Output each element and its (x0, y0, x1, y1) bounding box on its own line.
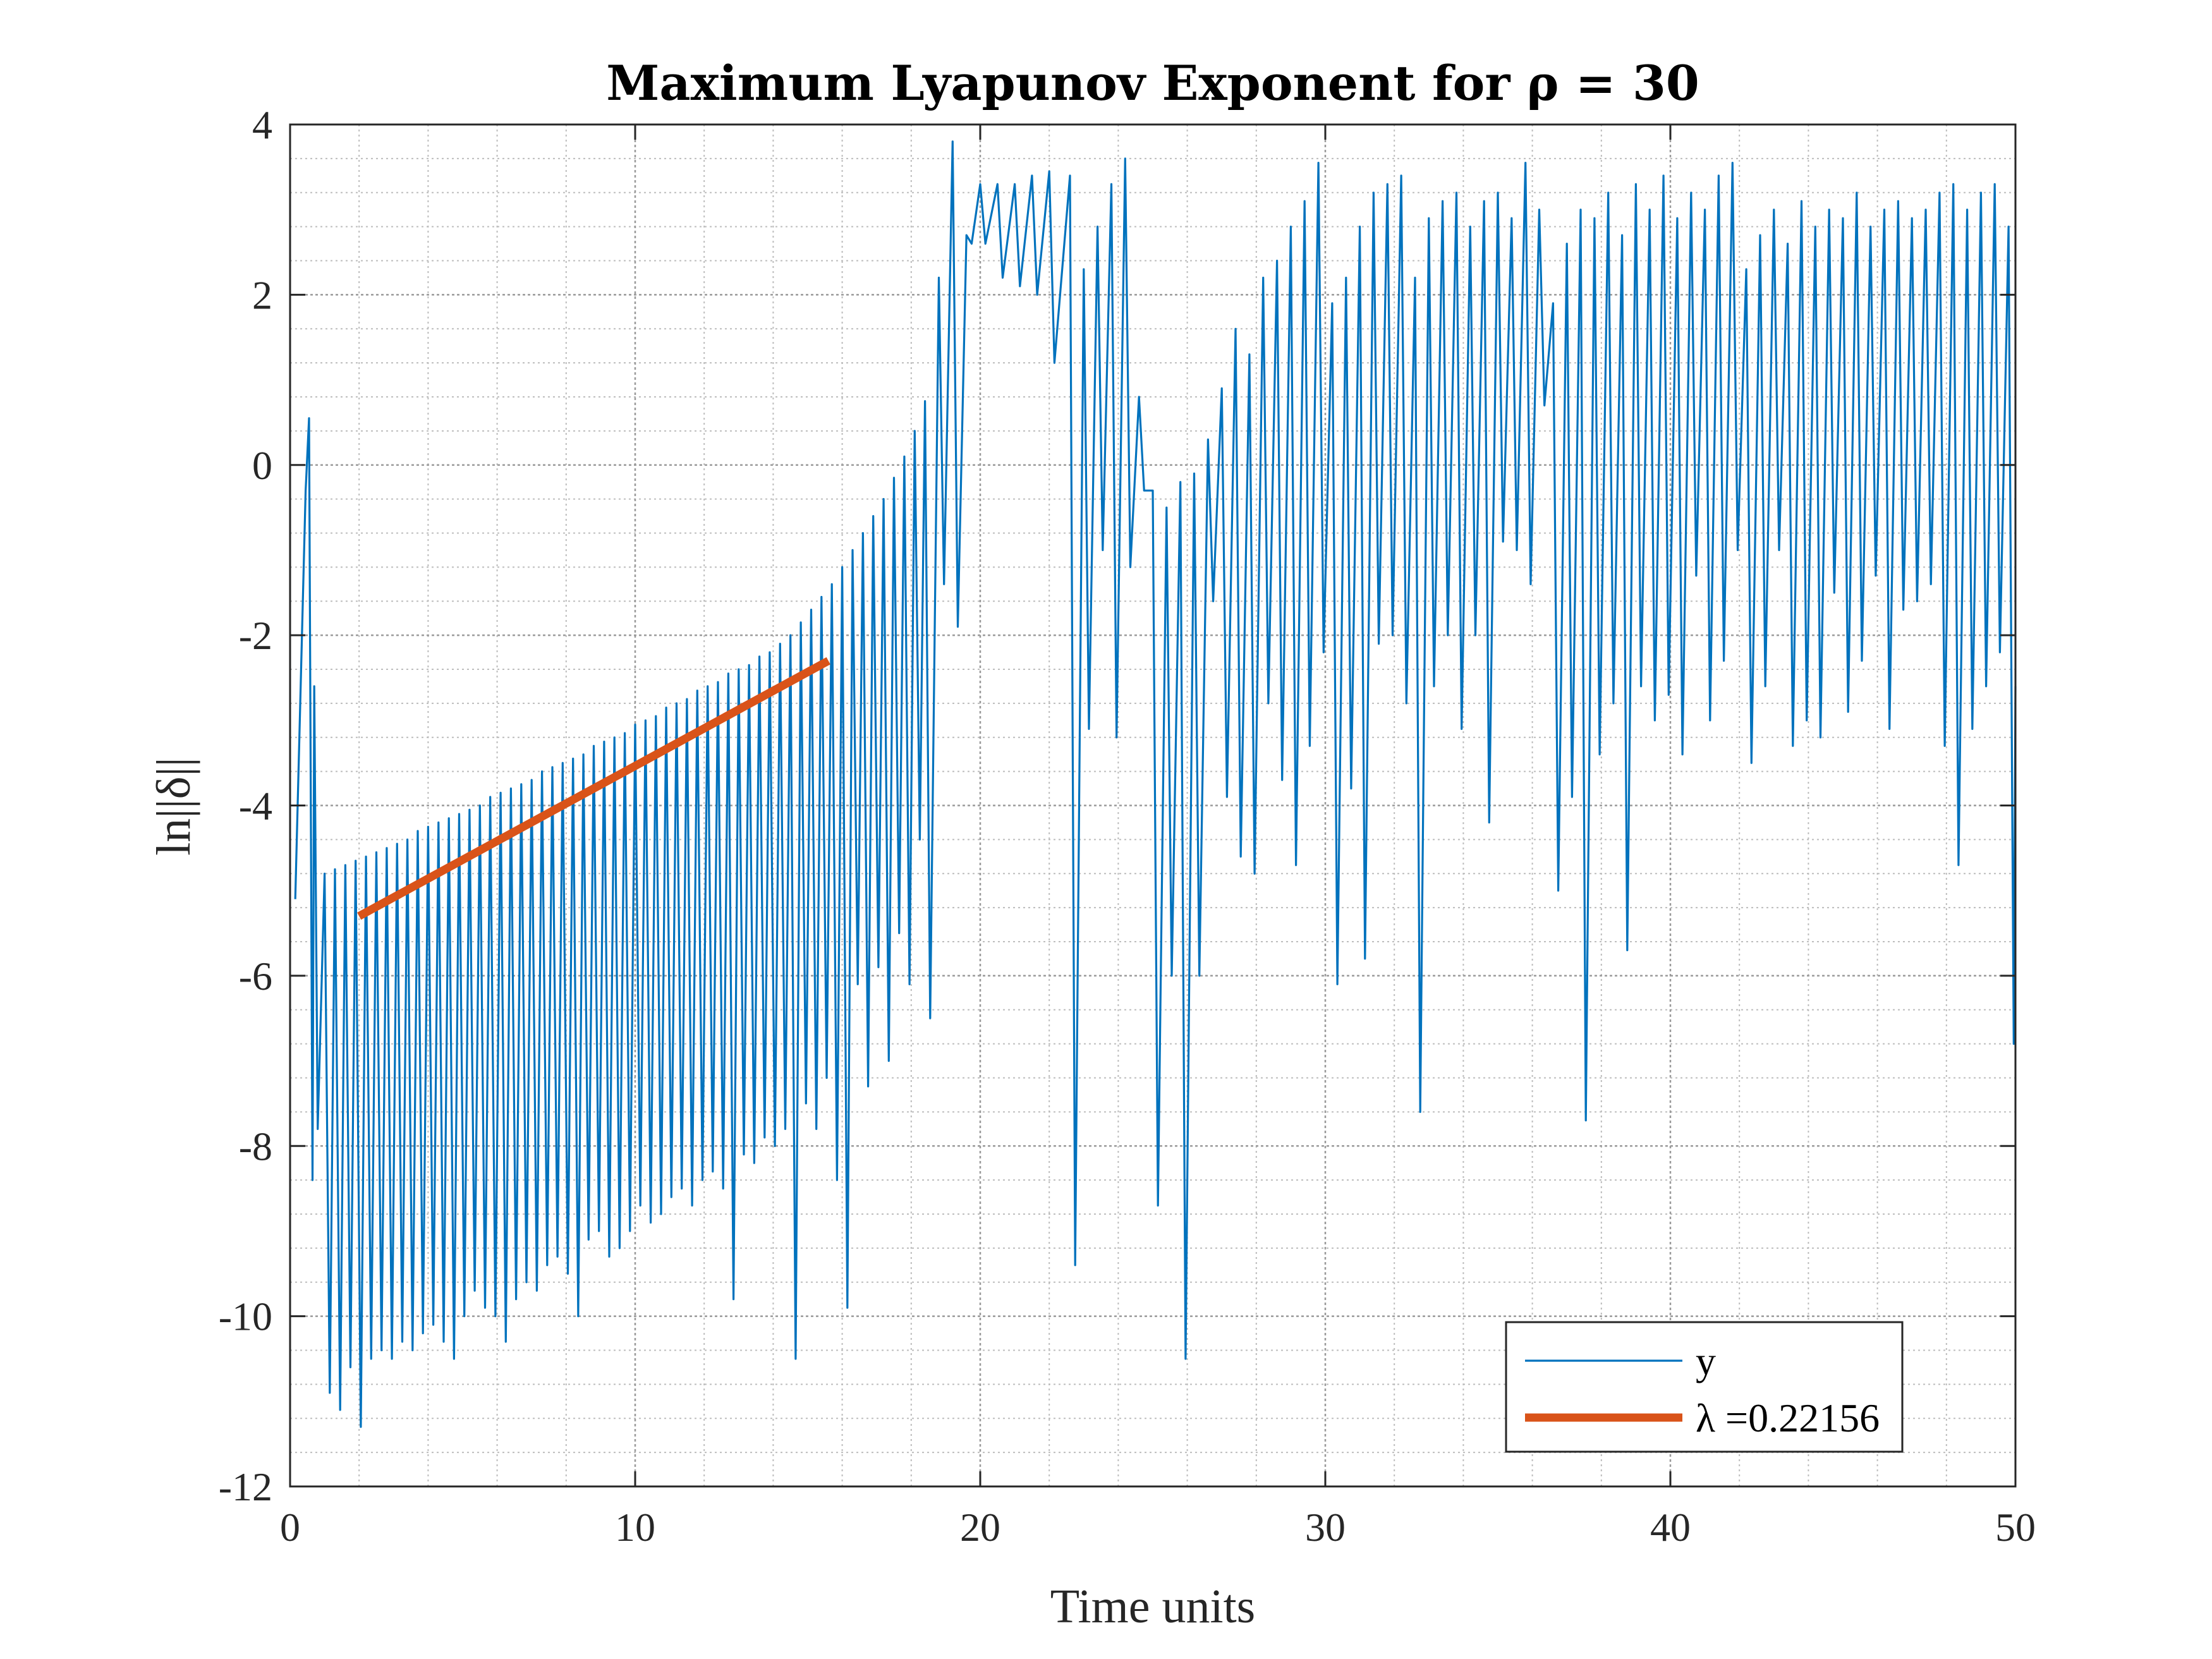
legend-label-fit: λ =0.22156 (1696, 1395, 1880, 1440)
x-tick-label: 0 (280, 1505, 300, 1550)
y-tick-label: -4 (239, 784, 272, 829)
x-tick-label: 30 (1305, 1505, 1346, 1550)
legend-box (1505, 1321, 1904, 1453)
y-tick-label: -8 (239, 1124, 272, 1169)
x-tick-label: 50 (1995, 1505, 2036, 1550)
y-tick-label: -12 (219, 1464, 272, 1509)
axis-ticks (289, 123, 2017, 1488)
fit-line (357, 657, 830, 920)
x-tick-label: 20 (960, 1505, 1000, 1550)
series-layer (294, 140, 2017, 1428)
y-tick-label: 2 (252, 272, 272, 317)
y-tick-label: -6 (239, 954, 272, 999)
x-tick-label: 10 (615, 1505, 655, 1550)
legend-label-y: y (1696, 1339, 1716, 1383)
y-tick-labels: -12 -10 -8 -6 -4 -2 0 2 4 (219, 102, 272, 1509)
y-tick-label: 0 (252, 443, 272, 488)
x-axis-label: Time units (1050, 1580, 1256, 1633)
y-axis-label: ln||δ|| (147, 757, 200, 856)
legend: y λ =0.22156 (1505, 1321, 1904, 1453)
series-y-line (294, 140, 2017, 1428)
x-tick-label: 40 (1650, 1505, 1691, 1550)
chart-title: Maximum Lyapunov Exponent for ρ = 30 (606, 55, 1699, 111)
y-tick-label: -10 (219, 1294, 272, 1339)
x-tick-labels: 0 10 20 30 40 50 (280, 1505, 2036, 1550)
y-tick-label: -2 (239, 613, 272, 658)
y-tick-label: 4 (252, 102, 272, 147)
